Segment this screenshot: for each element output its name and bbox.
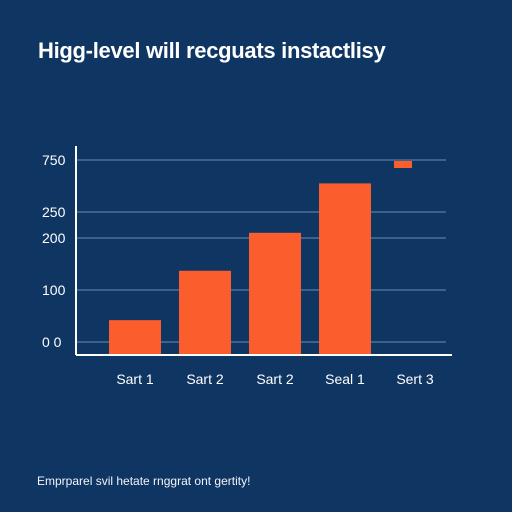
y-tick-label: 0 0 [42, 334, 62, 350]
y-tick-label: 750 [42, 152, 66, 168]
bars [109, 183, 371, 355]
axes [75, 146, 452, 356]
category-label: Sart 2 [186, 371, 224, 387]
y-tick-label: 250 [42, 204, 66, 220]
chart-footnote: Emprparel svil hetate rnggrat ont gertit… [37, 474, 251, 488]
bar [109, 320, 161, 355]
bar [249, 232, 301, 355]
category-labels: Sart 1 Sart 2 Sart 2 Seal 1 Sert 3 [116, 371, 434, 387]
y-tick-label: 100 [42, 282, 66, 298]
category-label: Sart 2 [256, 371, 294, 387]
legend-marker [394, 161, 412, 168]
bar [179, 270, 231, 355]
chart-title: Higg-level will recguats instactlisy [38, 38, 386, 63]
bar [319, 183, 371, 355]
category-label: Sert 3 [396, 371, 434, 387]
category-label: Seal 1 [325, 371, 365, 387]
y-tick-labels: 0 0 100 200 250 750 [42, 152, 66, 350]
category-label: Sart 1 [116, 371, 154, 387]
y-tick-label: 200 [42, 230, 66, 246]
